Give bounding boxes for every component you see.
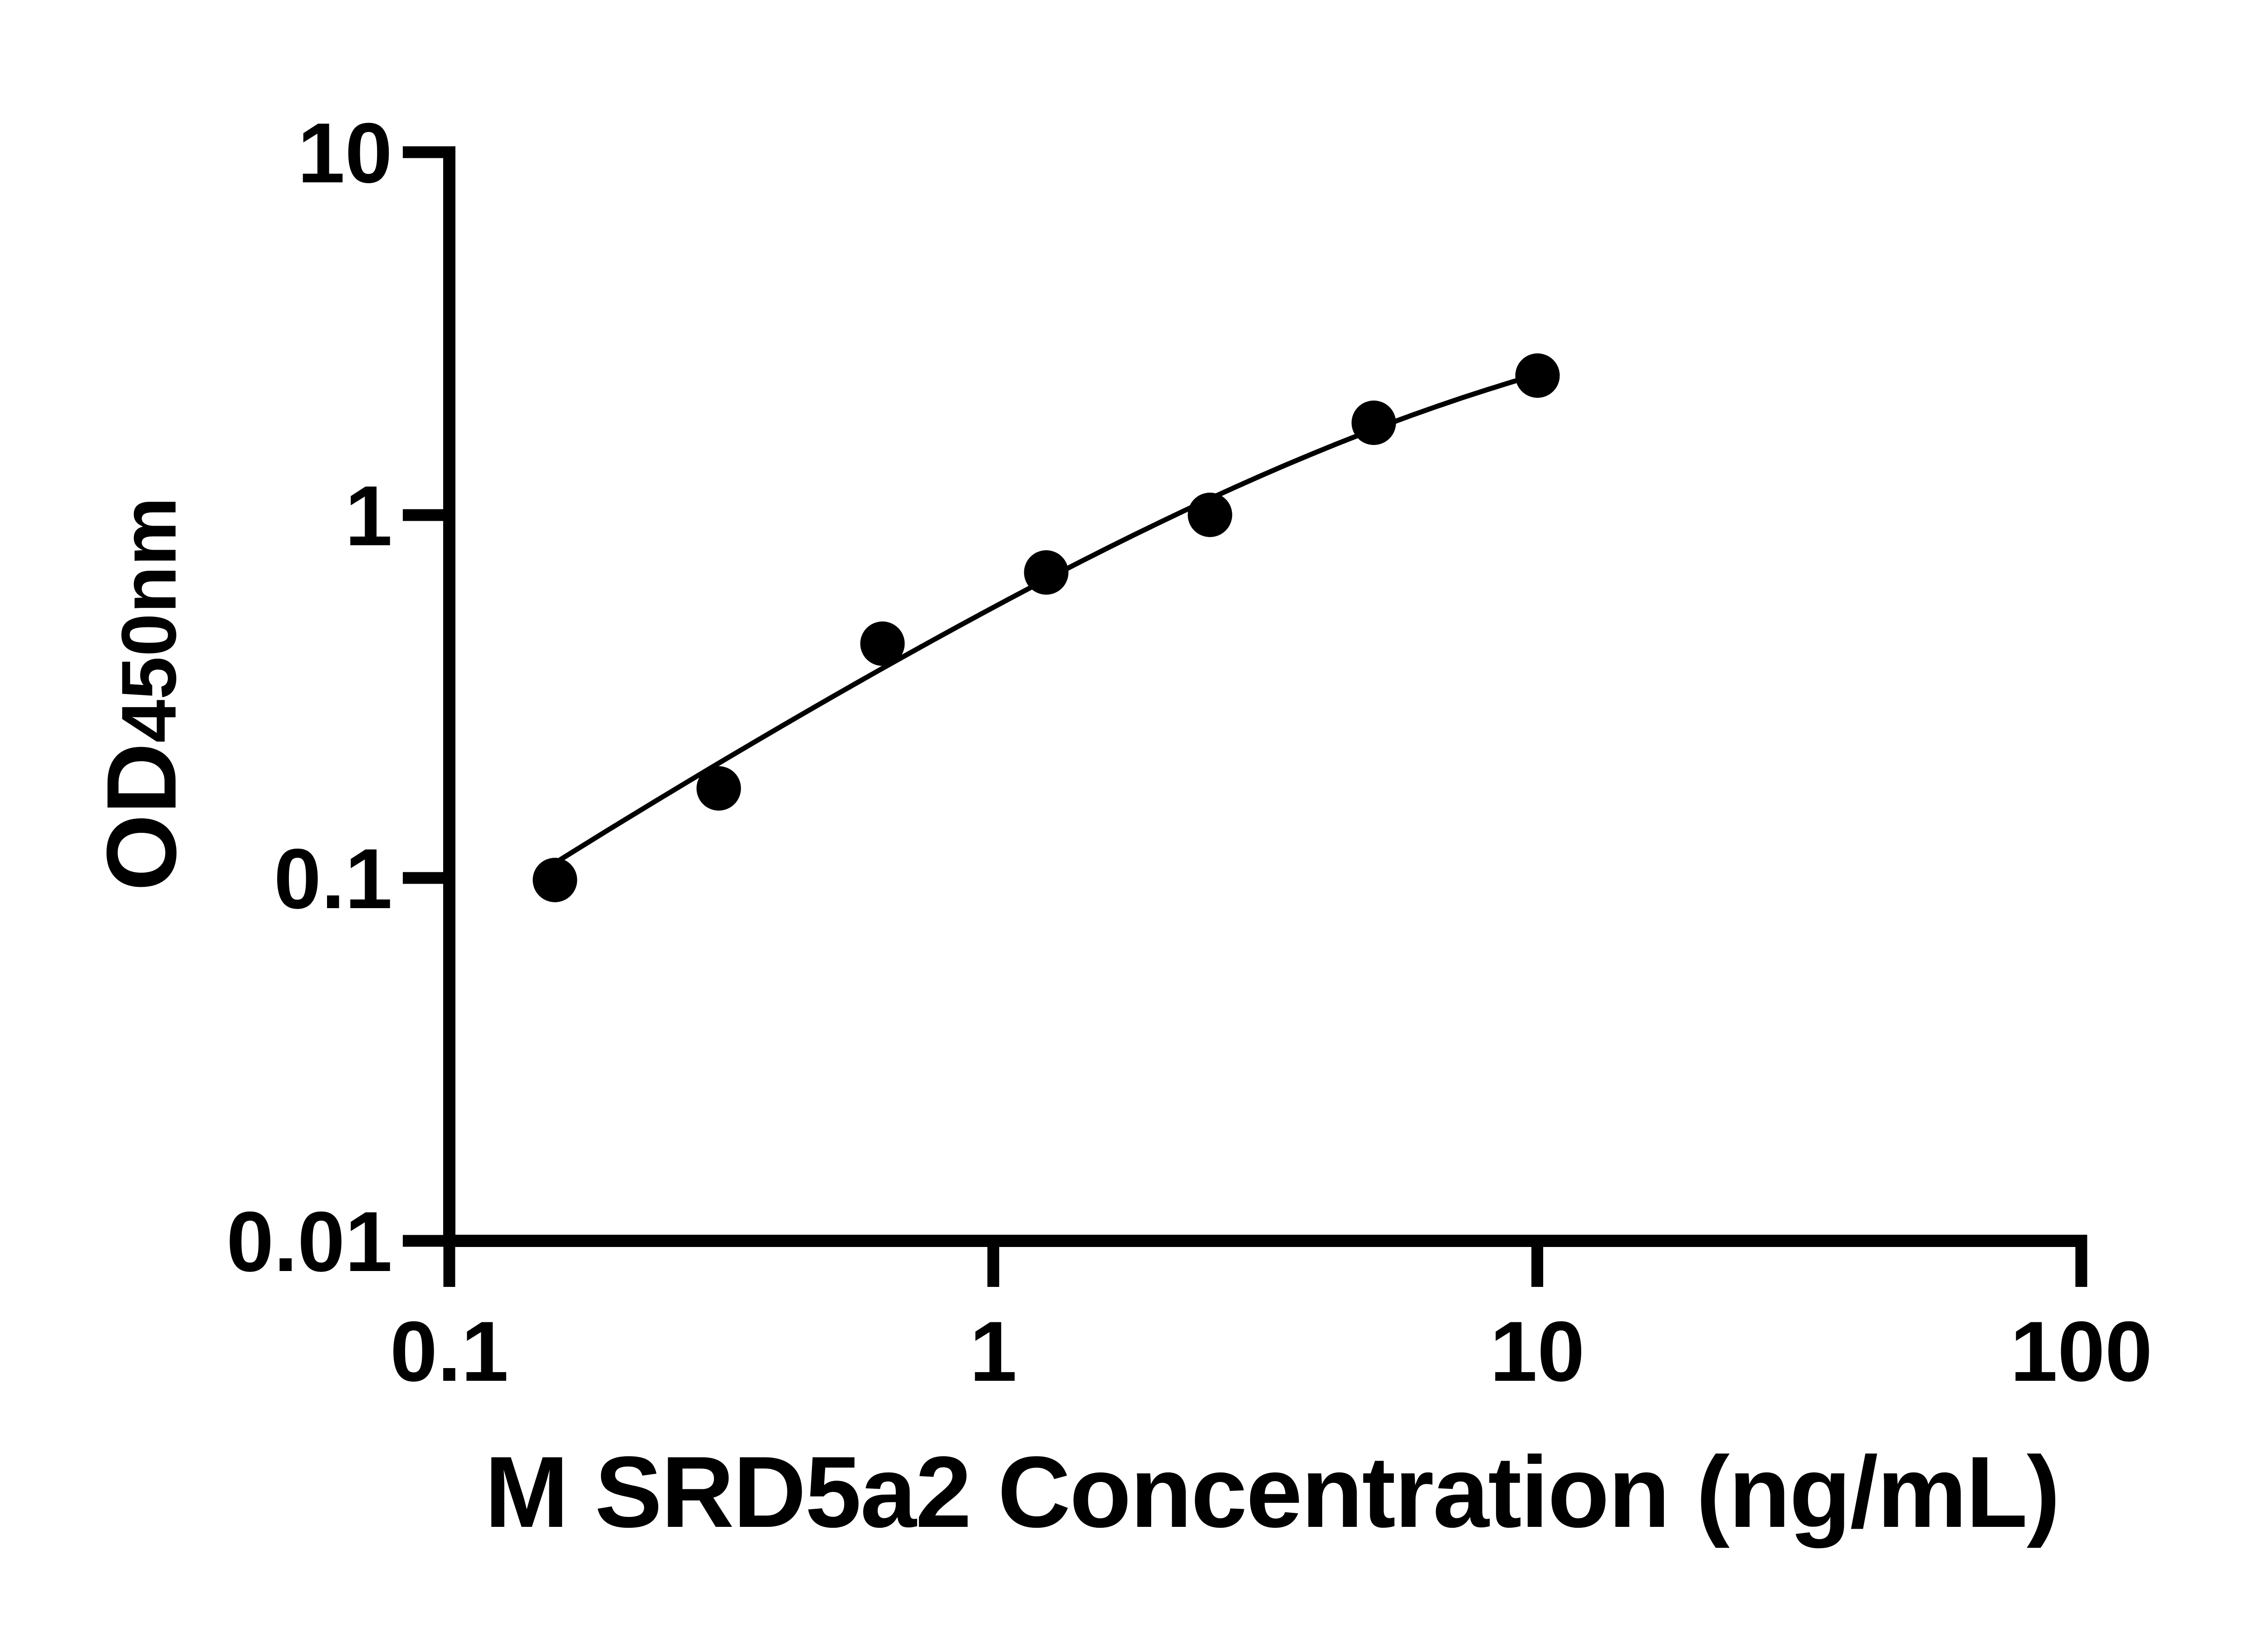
svg-text:0.1: 0.1 — [390, 1304, 508, 1399]
svg-text:0.1: 0.1 — [274, 831, 392, 926]
svg-text:0.01: 0.01 — [226, 1194, 392, 1289]
svg-text:10: 10 — [1490, 1304, 1585, 1399]
svg-text:100: 100 — [2010, 1304, 2153, 1399]
svg-text:OD450nm: OD450nm — [87, 497, 197, 891]
svg-text:1: 1 — [345, 468, 392, 563]
svg-text:10: 10 — [298, 105, 392, 200]
svg-text:M SRD5a2 Concentration (ng/mL): M SRD5a2 Concentration (ng/mL) — [484, 1436, 2059, 1549]
svg-text:1: 1 — [970, 1304, 1017, 1399]
